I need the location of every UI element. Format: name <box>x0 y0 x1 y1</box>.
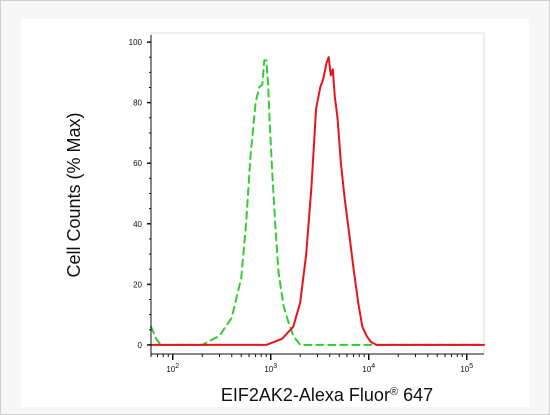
y-tick-label: 80 <box>133 99 142 108</box>
plot-area <box>150 32 485 355</box>
x-tick-label: 103 <box>264 363 277 374</box>
x-tick-label: 104 <box>362 363 375 374</box>
x-tick-base: 10 <box>460 365 469 374</box>
x-tick-label: 105 <box>460 363 473 374</box>
x-tick-base: 10 <box>264 365 273 374</box>
y-tick-label: 60 <box>133 159 142 168</box>
x-axis-label-tail: 647 <box>398 385 433 405</box>
y-tick-label: 20 <box>133 280 142 289</box>
x-axis-label-main: EIF2AK2-Alexa Fluor <box>221 385 390 405</box>
x-tick-label: 102 <box>166 363 179 374</box>
series-layer <box>150 56 485 346</box>
y-tick-label: 0 <box>138 341 143 350</box>
x-axis-label: EIF2AK2-Alexa Fluor® 647 <box>221 385 433 405</box>
x-axis-label-registered-mark: ® <box>390 386 398 398</box>
x-tick-base: 10 <box>166 365 175 374</box>
x-tick-exponent: 3 <box>273 363 277 370</box>
y-tick-label: 100 <box>129 38 143 47</box>
x-tick-exponent: 2 <box>175 363 179 370</box>
x-tick-base: 10 <box>362 365 371 374</box>
y-axis-label: Cell Counts (% Max) <box>64 112 84 277</box>
y-tick-label: 40 <box>133 220 142 229</box>
x-tick-exponent: 5 <box>469 363 473 370</box>
x-tick-exponent: 4 <box>371 363 375 370</box>
sample-histogram-line <box>150 56 485 346</box>
